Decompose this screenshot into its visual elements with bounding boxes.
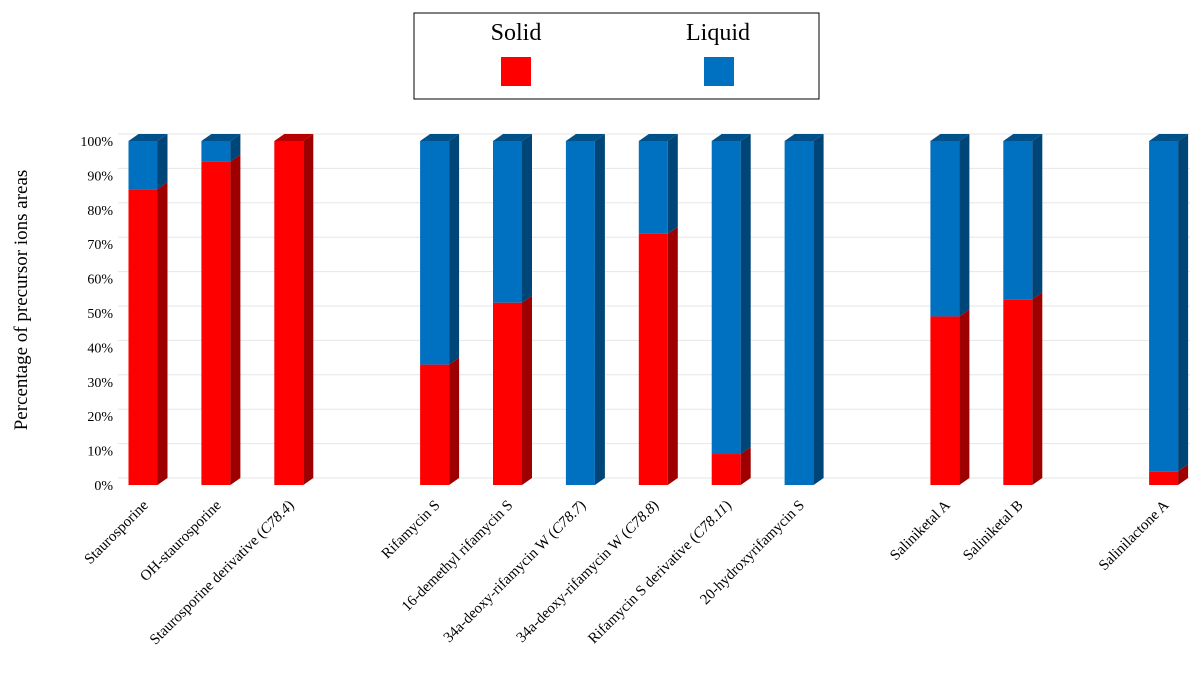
bar-liquid-front [420,141,450,365]
bar-top [784,134,824,141]
bar-liquid-front [128,141,158,190]
bar-liquid-side [157,134,168,190]
bar-liquid-front [784,141,814,485]
bar-liquid-side [1032,134,1043,300]
bar-liquid-side [959,134,970,317]
y-tick-label: 10% [87,445,113,460]
bar-liquid-side [740,134,751,455]
y-tick-label: 60% [87,273,113,288]
y-tick-label: 80% [87,204,113,219]
category-label: 34a-deoxy-rifamycin W (C78.7) [441,498,589,646]
bar-liquid-front [201,141,231,162]
bar-top [274,134,314,141]
bar-liquid-front [493,141,522,303]
bar-solid-side [667,226,678,485]
bar-liquid-side [594,134,605,485]
category-label: Saliniketal A [887,497,954,564]
bar-solid-front [274,141,304,485]
category-labels: StaurosporineOH-staurosporineStaurospori… [82,497,1173,648]
legend: Solid Liquid [413,12,820,100]
y-tick-labels: 0% 10% 20% 30% 40% 50% 60% 70% 80% 90% 100% [80,135,113,494]
bar-top [201,134,241,141]
bar-liquid-side [1178,134,1189,472]
bar-top [638,134,678,141]
y-tick-label: 90% [87,169,113,184]
bar-solid-front [420,364,450,485]
legend-swatch-solid [501,57,531,86]
y-tick-label: 70% [87,238,113,253]
bar-solid-front [128,189,158,485]
category-label: 34a-deoxy-rifamycin W (C78.8) [514,498,662,646]
category-label: Staurosporine [82,497,152,567]
bar-liquid-side [522,134,532,303]
category-label: Saliniketal B [960,498,1026,564]
bar-liquid-front [565,141,595,485]
category-label: Salinilactone A [1096,497,1173,574]
bar-solid-side [157,182,168,485]
bar-top [420,134,460,141]
bar-liquid-front [930,141,960,317]
bar-solid-side [303,134,314,485]
category-label: Rifamycin S [379,498,444,563]
bar-liquid-side [449,134,460,365]
bar-solid-side [1032,292,1043,485]
legend-box [413,12,820,100]
bar-solid-front [493,302,522,485]
bar-top [493,134,532,141]
y-axis-title: Percentage of precursor ions areas [11,170,32,431]
bar-solid-side [740,447,751,485]
bar-solid-front [638,233,668,485]
bar-solid-front [711,454,741,485]
bar-liquid-side [813,134,824,485]
bar-top [565,134,605,141]
bar-top [1149,134,1189,141]
bar-top [711,134,751,141]
legend-label-solid: Solid [491,20,542,46]
y-tick-label: 100% [80,135,113,150]
bar-solid-front [1149,471,1179,485]
bar-liquid-side [667,134,678,234]
bar-solid-front [930,316,960,485]
bar-solid-side [230,154,241,485]
y-tick-label: 50% [87,307,113,322]
legend-label-liquid: Liquid [686,20,750,46]
bar-solid-side [522,295,532,485]
bar-solid-front [201,161,231,485]
bar-solid-side [959,309,970,485]
bar-solid-side [1178,464,1189,485]
bar-top [128,134,168,141]
bar-top [930,134,970,141]
bar-liquid-front [1003,141,1033,300]
y-tick-label: 20% [87,410,113,425]
bar-liquid-front [638,141,668,234]
bar-liquid-front [711,141,741,455]
y-tick-label: 40% [87,341,113,356]
bar-top [1003,134,1043,141]
bar-liquid-side [230,134,241,162]
legend-swatch-liquid [704,57,734,86]
bars [128,134,1189,485]
bar-solid-front [1003,299,1033,485]
bar-liquid-front [1149,141,1179,472]
category-label: Staurosporine derivative (C78.4) [147,498,298,649]
y-tick-label: 0% [94,479,113,494]
bar-solid-side [449,357,460,485]
y-tick-label: 30% [87,376,113,391]
category-label: Rifamycin S derivative (C78.11) [585,498,735,648]
